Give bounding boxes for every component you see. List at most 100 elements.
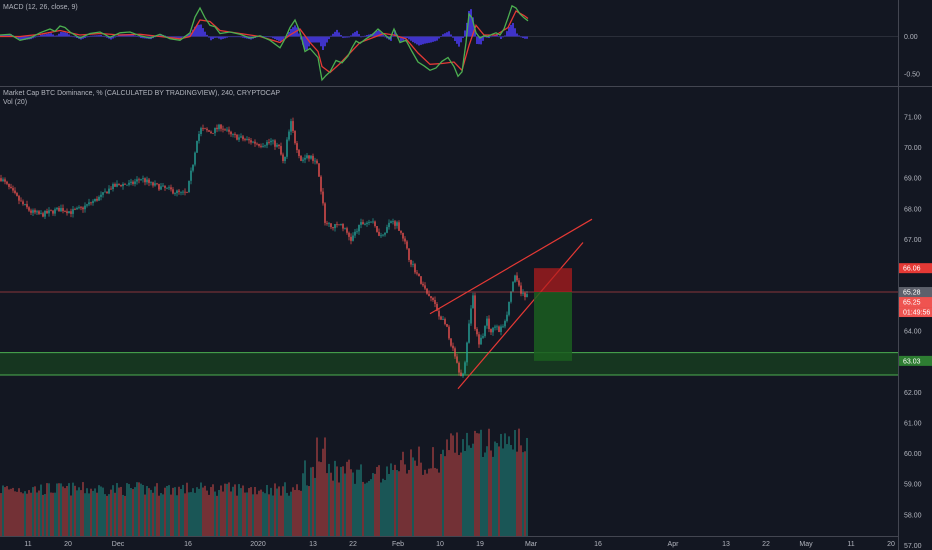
volume-bar xyxy=(386,466,388,536)
macd-histogram-bar xyxy=(424,36,426,44)
volume-bar xyxy=(88,493,90,536)
volume-bar xyxy=(54,492,56,536)
support-zone[interactable] xyxy=(0,352,898,375)
volume-bar xyxy=(334,460,336,536)
macd-panel xyxy=(0,4,898,82)
candle-body xyxy=(408,248,410,260)
volume-bar xyxy=(484,452,486,536)
macd-histogram-bar xyxy=(50,33,52,37)
macd-histogram-bar xyxy=(36,36,38,38)
volume-bar xyxy=(474,430,476,536)
volume-bar xyxy=(250,487,252,536)
volume-bar xyxy=(224,483,226,536)
volume-bar xyxy=(242,485,244,536)
candle-body xyxy=(160,186,162,190)
time-axis-tick: 13 xyxy=(722,541,730,548)
volume-bar xyxy=(58,483,60,536)
candle-body xyxy=(328,223,330,225)
wedge-upper-trendline[interactable] xyxy=(429,218,593,315)
candle-body xyxy=(380,235,382,237)
volume-bar xyxy=(280,495,282,536)
volume-bar xyxy=(196,487,198,536)
candle-body xyxy=(0,178,2,181)
short-position-stop-area[interactable] xyxy=(534,268,572,293)
candle-body xyxy=(100,194,102,197)
candle-body xyxy=(158,184,160,190)
macd-histogram-bar xyxy=(142,36,144,39)
drawings[interactable] xyxy=(0,218,898,390)
volume-bar xyxy=(324,437,326,536)
candle-body xyxy=(238,137,240,140)
wedge-lower-trendline[interactable] xyxy=(457,242,584,390)
candle-body xyxy=(306,155,308,158)
candle-body xyxy=(48,210,50,214)
macd-histogram-bar xyxy=(506,31,508,37)
macd-legend[interactable]: MACD (12, 26, close, 9) xyxy=(3,4,78,11)
candle-body xyxy=(346,228,348,233)
candle-body xyxy=(294,130,296,144)
candle-body xyxy=(468,323,470,343)
candle-body xyxy=(190,170,192,181)
candle-body xyxy=(258,143,260,146)
volume-bar xyxy=(264,493,266,536)
macd-histogram-bar xyxy=(212,36,214,40)
price-axis-tick: 67.00 xyxy=(904,237,922,244)
volume-bar xyxy=(368,480,370,536)
countdown-badge-bg xyxy=(899,307,932,318)
volume-bar xyxy=(150,489,152,536)
time-axis[interactable]: 11 20 Dec 16 2020 13 22 Feb 10 19 Mar 16 Apr 13 22 May 1… xyxy=(24,541,895,548)
volume-bar xyxy=(282,486,284,536)
volume-bar xyxy=(518,428,520,536)
volume-legend[interactable]: Vol (20) xyxy=(3,99,27,106)
volume-bar xyxy=(162,494,164,536)
volume-bar xyxy=(396,470,398,536)
candle-body xyxy=(228,129,230,132)
candle-body xyxy=(466,342,468,363)
candle-body xyxy=(58,207,60,212)
volume-bar xyxy=(28,490,30,536)
volume-bar xyxy=(180,488,182,536)
candle-body xyxy=(216,127,218,130)
candle-body xyxy=(94,198,96,202)
macd-histogram-bar xyxy=(140,36,142,38)
macd-histogram-bar xyxy=(360,36,362,38)
short-position-target-area[interactable] xyxy=(534,292,572,361)
volume-bar xyxy=(526,437,528,536)
volume-bar xyxy=(520,445,522,536)
candle-body xyxy=(30,210,32,213)
candle-body xyxy=(236,134,238,140)
candle-body xyxy=(374,221,376,227)
volume-bar xyxy=(4,487,6,536)
time-axis-tick: Mar xyxy=(525,541,538,548)
macd-histogram-bar xyxy=(232,36,234,38)
macd-histogram-bar xyxy=(112,36,114,39)
macd-histogram-bar xyxy=(166,36,168,37)
candle-body xyxy=(4,179,6,182)
volume-bar xyxy=(480,429,482,536)
candle-body xyxy=(184,191,186,193)
volume-bar xyxy=(246,492,248,536)
time-axis-tick: 16 xyxy=(184,541,192,548)
candle-body xyxy=(118,183,120,185)
macd-histogram-bar xyxy=(38,35,40,37)
volume-bar xyxy=(416,465,418,536)
macd-histogram-bar xyxy=(384,36,386,38)
volume-bar xyxy=(492,456,494,536)
candle-body xyxy=(82,207,84,210)
volume-bar xyxy=(216,495,218,536)
candle-body xyxy=(428,293,430,297)
volume-bar xyxy=(294,489,296,536)
candle-body xyxy=(248,139,250,141)
candle-body xyxy=(296,143,298,151)
volume-bar xyxy=(310,467,312,536)
price-legend[interactable]: Market Cap BTC Dominance, % (CALCULATED … xyxy=(3,90,280,97)
candle-body xyxy=(28,207,30,211)
macd-histogram-bar xyxy=(98,35,100,37)
macd-histogram-bar xyxy=(462,36,464,38)
volume-bar xyxy=(120,486,122,536)
volume-bar xyxy=(166,485,168,536)
volume-bar xyxy=(160,493,162,536)
candle-body xyxy=(20,200,22,202)
volume-bar xyxy=(404,464,406,536)
